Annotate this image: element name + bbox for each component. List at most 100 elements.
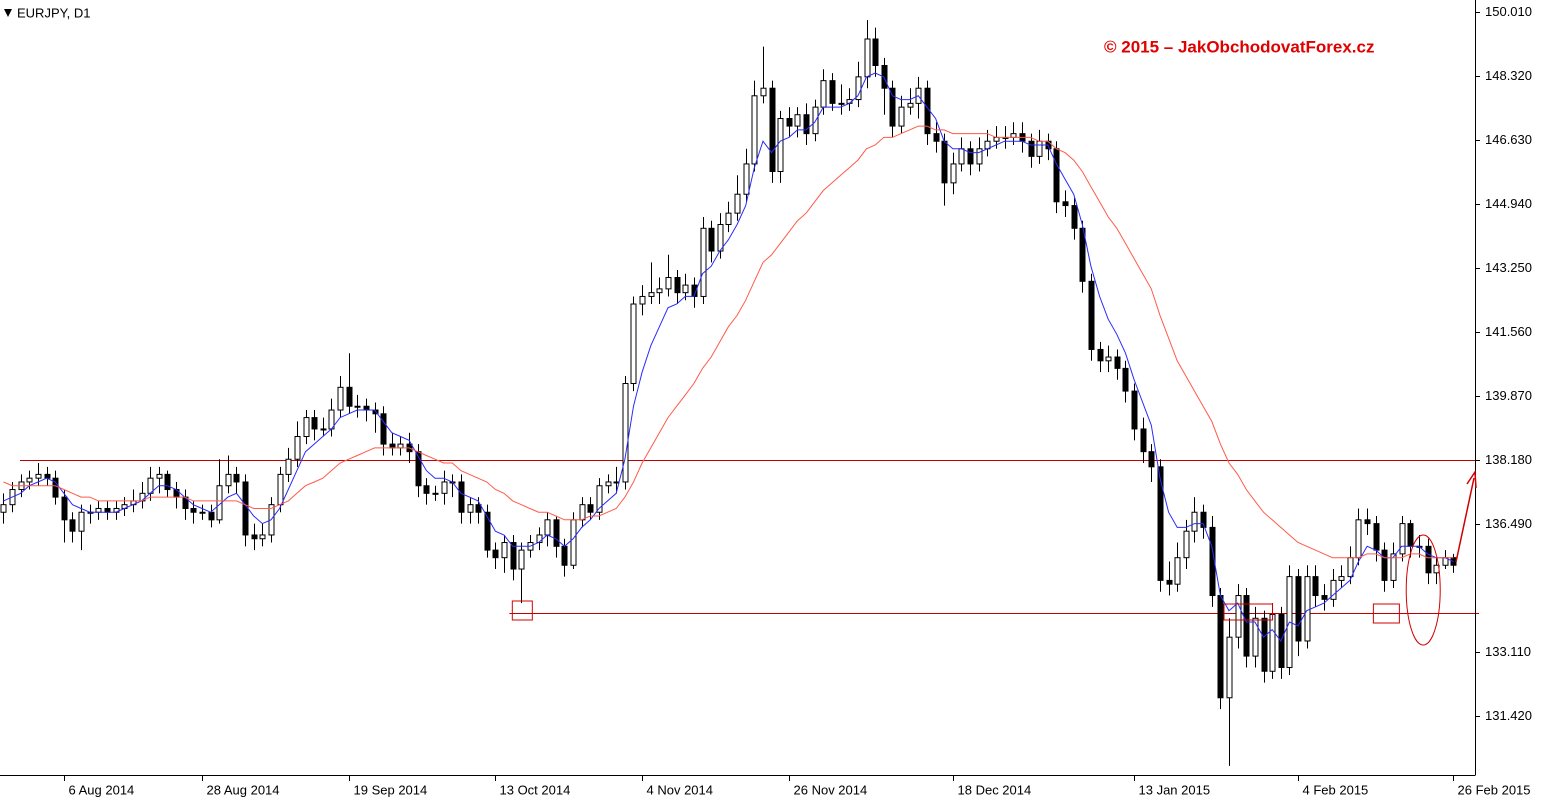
x-tick-label: 4 Nov 2014 — [647, 782, 714, 797]
candle-body — [570, 519, 577, 566]
candle-body — [976, 148, 983, 165]
candle-body — [630, 303, 637, 385]
candle-body — [933, 133, 940, 142]
highlight-box — [1223, 603, 1274, 621]
candle-body — [1200, 511, 1207, 528]
candle-body — [397, 443, 404, 449]
candle-body — [104, 507, 111, 513]
candle-body — [199, 511, 206, 514]
candle-body — [432, 492, 439, 495]
candle-body — [1425, 545, 1432, 574]
candle-body — [760, 87, 767, 97]
candle-body — [354, 405, 361, 408]
candle-body — [1261, 617, 1268, 672]
candle-body — [337, 386, 344, 411]
candle-body — [648, 292, 655, 297]
candle-body — [579, 504, 586, 521]
y-tick-label: 150.010 — [1485, 4, 1532, 19]
candle-body — [1088, 280, 1095, 350]
candle-body — [173, 489, 180, 498]
candle-body — [786, 118, 793, 127]
candle-body — [1191, 511, 1198, 532]
candle-body — [622, 383, 629, 483]
chart-title: EURJPY, D1 — [17, 5, 90, 20]
candle-body — [1355, 519, 1362, 559]
candle-body — [958, 148, 965, 165]
candle-body — [277, 473, 284, 506]
candle-body — [1373, 523, 1380, 551]
candle-body — [95, 507, 102, 513]
candle-body — [156, 473, 163, 479]
candle-body — [1122, 367, 1129, 392]
candle-body — [536, 534, 543, 544]
y-tick-label: 136.490 — [1485, 516, 1532, 531]
y-tick-label: 148.320 — [1485, 68, 1532, 83]
candle-body — [303, 417, 310, 438]
candle-body — [1079, 227, 1086, 282]
candle-body — [380, 413, 387, 445]
candle-body — [1390, 553, 1397, 581]
candle-body — [1226, 636, 1233, 699]
candle-body — [717, 224, 724, 252]
candle-body — [492, 549, 499, 559]
candle-body — [907, 102, 914, 108]
moving-average-line — [3, 125, 1454, 559]
candle-body — [838, 102, 845, 105]
candle-body — [864, 38, 871, 78]
candle-body — [725, 212, 732, 226]
candle-body — [285, 458, 292, 475]
candle-body — [1071, 205, 1078, 229]
candle-body — [553, 519, 560, 547]
y-tick-label: 138.180 — [1485, 452, 1532, 467]
candle-body — [233, 473, 240, 483]
candle-body — [708, 227, 715, 252]
candle-body — [967, 148, 974, 165]
candle-body — [1399, 523, 1406, 555]
candle-body — [700, 227, 707, 297]
candle-body — [561, 545, 568, 566]
candle-body — [251, 534, 258, 540]
candle-body — [484, 511, 491, 551]
trend-arrow — [1455, 477, 1475, 563]
candle-body — [458, 481, 465, 513]
x-tick-label: 4 Feb 2015 — [1303, 782, 1369, 797]
plot-area — [0, 20, 1479, 766]
candle-body — [889, 87, 896, 127]
y-tick-label: 131.420 — [1485, 708, 1532, 723]
candle-body — [294, 436, 301, 460]
candle-body — [475, 504, 482, 513]
x-tick-label: 28 Aug 2014 — [207, 782, 280, 797]
candle-body — [1304, 576, 1311, 642]
trend-arrow-head — [1466, 469, 1477, 489]
candle-body — [898, 106, 905, 127]
candle-body — [1140, 428, 1147, 453]
candle-body — [656, 288, 663, 294]
candle-body — [1157, 466, 1164, 581]
candle-body — [518, 549, 525, 570]
candle-body — [941, 140, 948, 184]
candle-body — [320, 428, 327, 431]
candle-body — [259, 534, 266, 540]
candle-body — [682, 284, 689, 294]
candle-body — [544, 519, 551, 536]
y-tick-label: 141.560 — [1485, 324, 1532, 339]
candle-body — [1381, 549, 1388, 581]
candle-body — [1131, 390, 1138, 430]
copyright-annotation: © 2015 – JakObchodovatForex.cz — [1104, 37, 1374, 56]
candle-body — [1062, 201, 1069, 207]
candle-body — [423, 485, 430, 494]
candle-body — [1105, 356, 1112, 362]
moving-average-line — [3, 72, 1454, 642]
symbol-menu-icon[interactable] — [4, 9, 12, 17]
candle-body — [1053, 148, 1060, 203]
candle-body — [613, 481, 620, 484]
candle-body — [1010, 133, 1017, 138]
candle-body — [1295, 576, 1302, 642]
candle-body — [596, 485, 603, 513]
candle-body — [208, 511, 215, 521]
candle-body — [743, 163, 750, 195]
candle-body — [467, 504, 474, 513]
candle-body — [311, 417, 318, 430]
candle-body — [1097, 348, 1104, 362]
